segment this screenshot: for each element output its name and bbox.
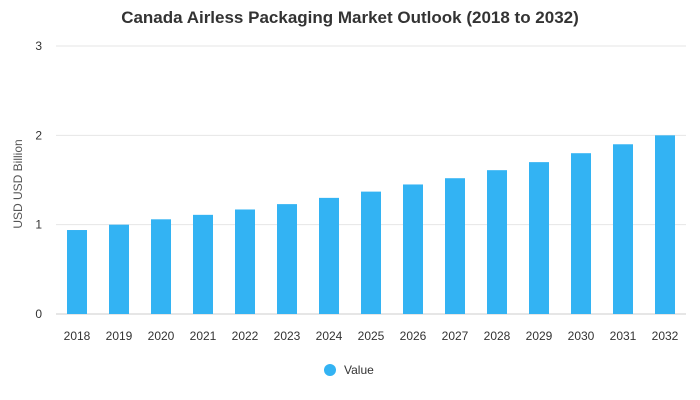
bar-2020 — [151, 219, 171, 314]
bar-2019 — [109, 224, 129, 314]
y-axis-title: USD USD Billion — [11, 139, 25, 228]
bar-2027 — [445, 178, 465, 314]
x-tick-label: 2029 — [526, 329, 553, 343]
bar-2031 — [613, 144, 633, 314]
bar-2030 — [571, 153, 591, 314]
legend-marker — [324, 364, 336, 376]
x-tick-label: 2020 — [148, 329, 175, 343]
y-tick-label: 2 — [35, 128, 42, 142]
x-tick-label: 2027 — [442, 329, 469, 343]
bar-2028 — [487, 170, 507, 314]
bar-2021 — [193, 214, 213, 314]
x-tick-label: 2023 — [274, 329, 301, 343]
x-tick-label: 2028 — [484, 329, 511, 343]
x-tick-label: 2026 — [400, 329, 427, 343]
x-tick-label: 2019 — [106, 329, 133, 343]
x-tick-label: 2022 — [232, 329, 259, 343]
y-tick-label: 3 — [35, 39, 42, 53]
x-tick-label: 2030 — [568, 329, 595, 343]
bar-2018 — [67, 230, 87, 314]
x-tick-label: 2018 — [64, 329, 91, 343]
x-tick-label: 2031 — [610, 329, 637, 343]
bar-2026 — [403, 184, 423, 314]
chart-title: Canada Airless Packaging Market Outlook … — [121, 8, 579, 27]
x-tick-label: 2032 — [652, 329, 679, 343]
bar-2022 — [235, 209, 255, 314]
x-tick-label: 2021 — [190, 329, 217, 343]
bar-2025 — [361, 191, 381, 314]
y-tick-label: 0 — [35, 307, 42, 321]
bar-2032 — [655, 135, 675, 314]
x-tick-label: 2025 — [358, 329, 385, 343]
bar-2023 — [277, 204, 297, 314]
y-tick-label: 1 — [35, 218, 42, 232]
legend-label: Value — [344, 363, 374, 377]
bar-2024 — [319, 197, 339, 314]
x-tick-label: 2024 — [316, 329, 343, 343]
bar-2029 — [529, 162, 549, 314]
